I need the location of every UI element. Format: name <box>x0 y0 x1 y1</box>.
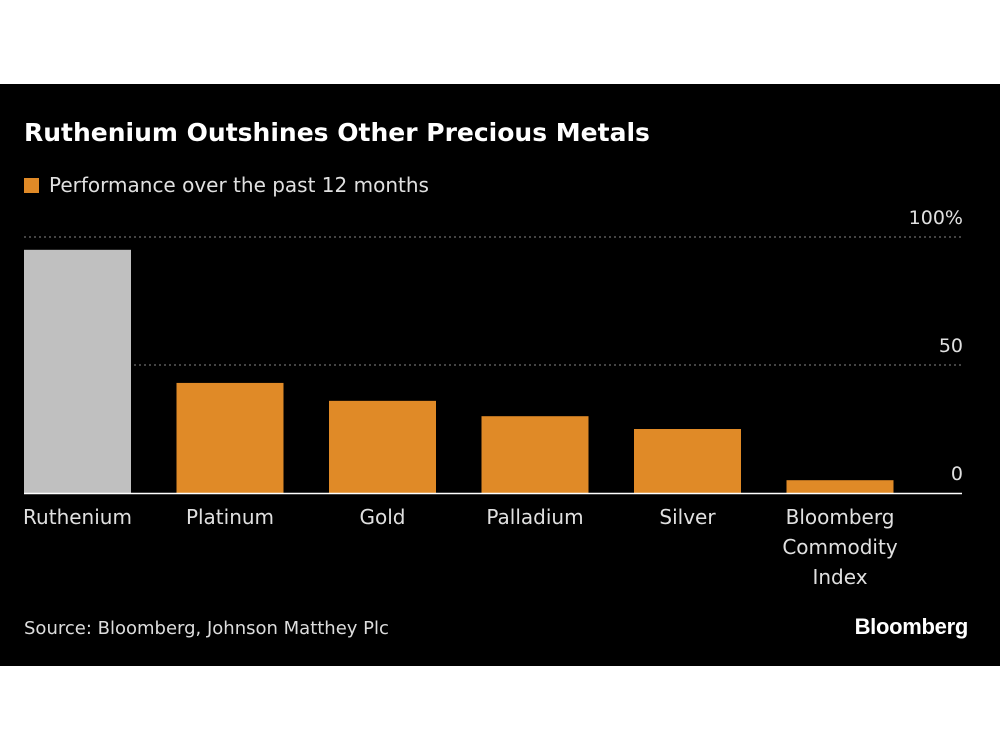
y-tick-label: 0 <box>951 463 963 485</box>
legend: Performance over the past 12 months <box>24 172 429 198</box>
legend-label: Performance over the past 12 months <box>49 173 429 197</box>
bar-platinum <box>176 382 284 493</box>
legend-swatch <box>24 177 39 193</box>
source-note: Source: Bloomberg, Johnson Matthey Plc <box>24 618 389 639</box>
x-tick-label: Ruthenium <box>23 505 132 529</box>
y-tick-label: 50 <box>939 335 963 357</box>
x-tick-label: Palladium <box>486 505 583 529</box>
x-tick-label: Gold <box>360 505 406 529</box>
bar-gold <box>329 400 436 493</box>
x-tick-label: Platinum <box>186 505 274 529</box>
bar-ruthenium <box>24 249 131 493</box>
x-tick-label: Bloomberg Commodity Index <box>782 505 897 589</box>
chart-panel: Ruthenium Outshines Other Precious Metal… <box>0 84 1000 666</box>
x-tick-label: Silver <box>659 505 716 529</box>
y-tick-label: 100% <box>909 207 963 229</box>
bar-silver <box>634 429 741 493</box>
bar-palladium <box>481 416 589 493</box>
bar-bloomberg-commodity-index <box>786 480 894 493</box>
bloomberg-logo: Bloomberg <box>854 614 969 639</box>
bar-chart: 0 50 100% Ruthenium Platinum Gold Palladium Sil… <box>23 207 963 589</box>
chart-title: Ruthenium Outshines Other Precious Metal… <box>24 118 650 147</box>
